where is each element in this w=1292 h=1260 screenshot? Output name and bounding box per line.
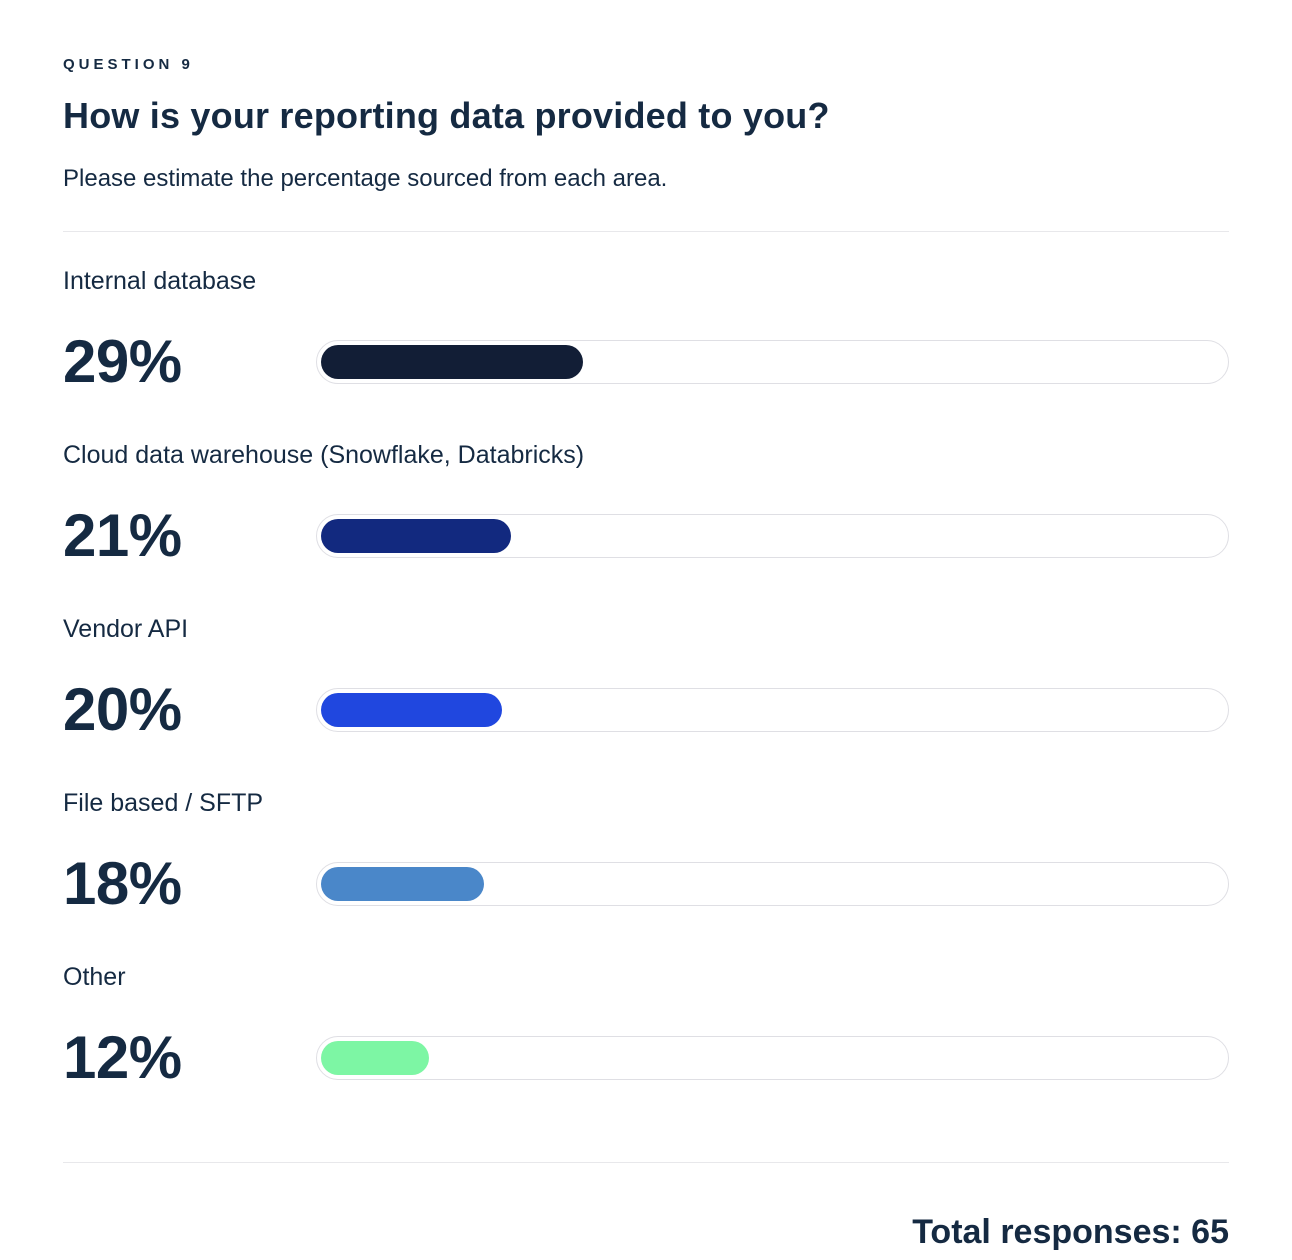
progress-fill — [321, 345, 583, 379]
question-subtitle: Please estimate the percentage sourced f… — [63, 165, 668, 192]
percent-value: 12% — [63, 1024, 182, 1091]
question-title: How is your reporting data provided to y… — [63, 95, 830, 136]
result-row-internal-database: Internal database 29% — [63, 266, 1229, 392]
percent-value: 29% — [63, 328, 182, 395]
progress-fill — [321, 693, 502, 727]
result-row-other: Other 12% — [63, 962, 1229, 1088]
progress-fill — [321, 1041, 430, 1075]
percent-value: 18% — [63, 850, 182, 917]
result-row-cloud-data-warehouse: Cloud data warehouse (Snowflake, Databri… — [63, 440, 1229, 566]
progress-track — [316, 862, 1229, 906]
total-responses: Total responses: 65 — [912, 1213, 1229, 1251]
question-eyebrow: QUESTION 9 — [63, 56, 194, 73]
category-label: Internal database — [63, 267, 257, 295]
progress-track — [316, 340, 1229, 384]
result-row-vendor-api: Vendor API 20% — [63, 614, 1229, 740]
progress-fill — [321, 867, 484, 901]
result-row-file-based-sftp: File based / SFTP 18% — [63, 788, 1229, 914]
progress-track — [316, 1036, 1229, 1080]
percent-value: 21% — [63, 502, 182, 569]
category-label: Other — [63, 963, 126, 991]
results-list: Internal database 29% Cloud data warehou… — [63, 266, 1229, 1088]
progress-track — [316, 688, 1229, 732]
bottom-divider — [63, 1162, 1229, 1163]
category-label: File based / SFTP — [63, 789, 264, 817]
percent-value: 20% — [63, 676, 182, 743]
progress-fill — [321, 519, 511, 553]
category-label: Vendor API — [63, 615, 189, 643]
progress-track — [316, 514, 1229, 558]
top-divider — [63, 231, 1229, 232]
category-label: Cloud data warehouse (Snowflake, Databri… — [63, 441, 585, 469]
